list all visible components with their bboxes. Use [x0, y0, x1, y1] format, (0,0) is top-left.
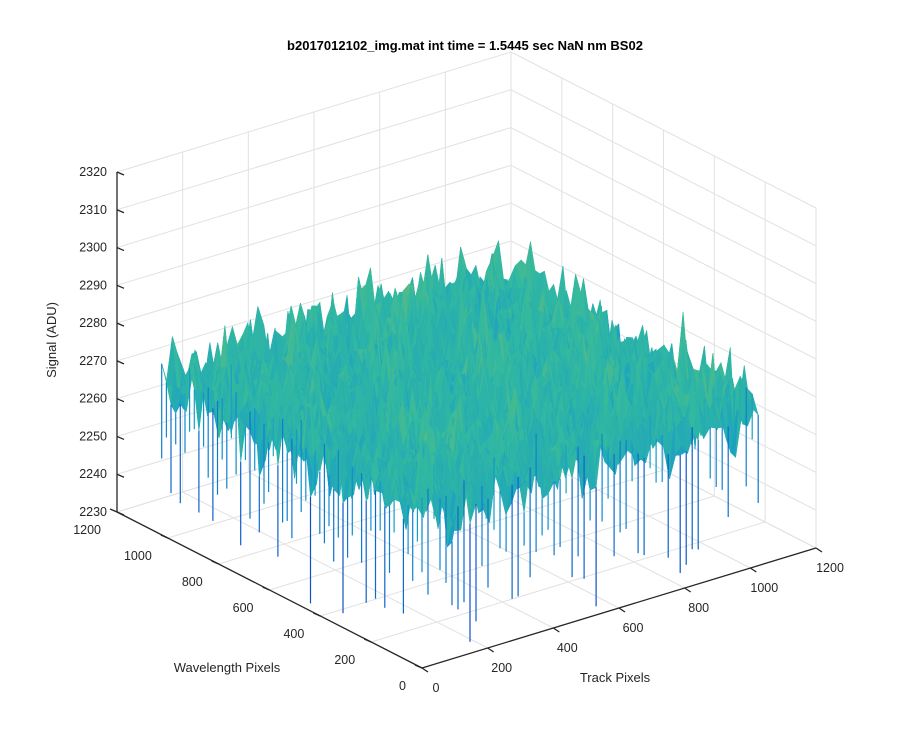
z-tick-mark — [117, 323, 124, 326]
surface-plot: b2017012102_img.mat int time = 1.5445 se… — [0, 0, 900, 750]
x-tick-label: 400 — [557, 641, 578, 655]
z-tick-label: 2280 — [79, 316, 107, 330]
y-tick-mark — [110, 509, 117, 512]
x-tick-mark — [488, 648, 494, 652]
x-tick-label: 0 — [433, 681, 440, 695]
z-tick-label: 2310 — [79, 203, 107, 217]
y-tick-label: 1200 — [73, 523, 101, 537]
x-axis-label: Track Pixels — [580, 670, 651, 685]
z-tick-mark — [117, 210, 124, 213]
x-tick-mark — [422, 668, 428, 672]
y-tick-mark — [415, 665, 422, 668]
y-tick-label: 600 — [233, 601, 254, 615]
y-tick-label: 1000 — [124, 549, 152, 563]
x-tick-mark — [553, 628, 559, 632]
y-tick-mark — [263, 587, 270, 590]
y-axis-label: Wavelength Pixels — [174, 660, 281, 675]
z-tick-mark — [117, 172, 124, 175]
x-tick-label: 1000 — [750, 581, 778, 595]
x-tick-label: 800 — [688, 601, 709, 615]
y-tick-label: 200 — [334, 653, 355, 667]
z-tick-label: 2260 — [79, 392, 107, 406]
z-tick-mark — [117, 399, 124, 402]
y-tick-label: 0 — [399, 679, 406, 693]
x-tick-mark — [750, 568, 756, 572]
y-tick-mark — [364, 639, 371, 642]
x-tick-mark — [685, 588, 691, 592]
x-tick-label: 600 — [623, 621, 644, 635]
x-tick-mark — [619, 608, 625, 612]
z-tick-label: 2240 — [79, 467, 107, 481]
z-tick-label: 2230 — [79, 505, 107, 519]
y-tick-mark — [161, 535, 168, 538]
z-axis-label: Signal (ADU) — [44, 302, 59, 378]
chart-title: b2017012102_img.mat int time = 1.5445 se… — [287, 38, 643, 53]
x-tick-label: 1200 — [816, 561, 844, 575]
z-tick-label: 2320 — [79, 165, 107, 179]
y-tick-mark — [313, 613, 320, 616]
z-tick-mark — [117, 361, 124, 364]
z-tick-label: 2290 — [79, 278, 107, 292]
z-tick-label: 2300 — [79, 241, 107, 255]
x-tick-label: 200 — [491, 661, 512, 675]
z-tick-label: 2250 — [79, 429, 107, 443]
z-tick-label: 2270 — [79, 354, 107, 368]
z-tick-mark — [117, 285, 124, 288]
y-tick-label: 400 — [283, 627, 304, 641]
surface — [162, 241, 759, 642]
y-tick-label: 800 — [182, 575, 203, 589]
y-tick-mark — [212, 561, 219, 564]
z-tick-mark — [117, 474, 124, 477]
z-tick-mark — [117, 436, 124, 439]
x-tick-mark — [816, 548, 822, 552]
z-tick-mark — [117, 512, 124, 515]
z-tick-mark — [117, 248, 124, 251]
